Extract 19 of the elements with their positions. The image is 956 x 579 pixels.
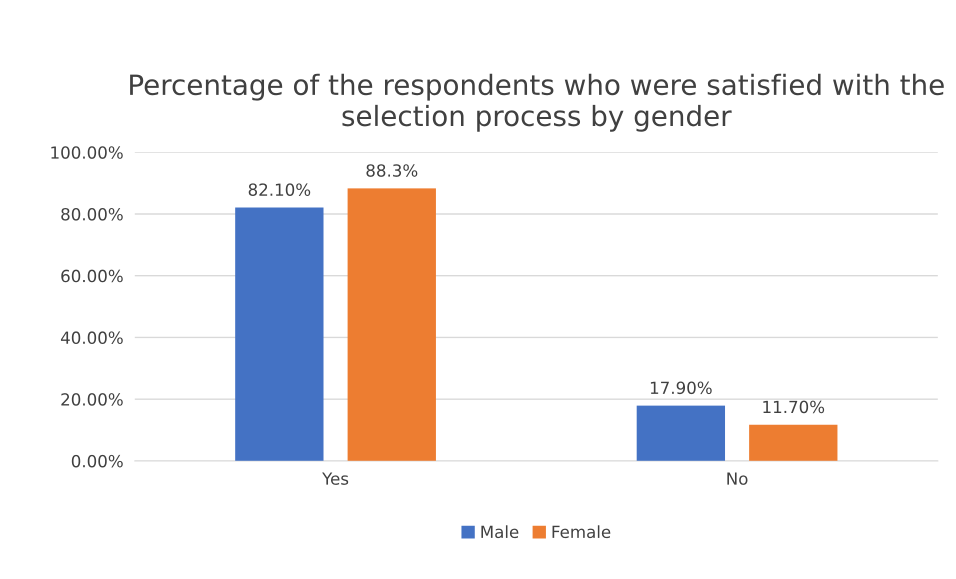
- bar: [235, 208, 324, 461]
- y-tick-label: 40.00%: [60, 331, 123, 344]
- y-tick-label: 80.00%: [61, 208, 123, 221]
- legend-label: Female: [552, 525, 610, 538]
- legend-label: Male: [481, 525, 518, 538]
- data-label: 17.90%: [650, 381, 712, 394]
- bar: [749, 424, 838, 461]
- y-tick-label: 20.00%: [61, 393, 123, 406]
- y-tick-label: 100.00%: [51, 146, 123, 159]
- bar: [636, 406, 726, 461]
- data-label: 11.70%: [763, 400, 824, 414]
- bar: [348, 188, 436, 461]
- chart-title: Percentage of the respondents who were satisfied with the selection process by gender: [130, 74, 944, 132]
- data-label: 88.3%: [366, 164, 418, 177]
- data-label: 82.10%: [248, 183, 310, 196]
- x-tick-label: Yes: [322, 472, 348, 485]
- x-tick-label: No: [727, 472, 748, 485]
- y-tick-label: 0.00%: [72, 454, 123, 468]
- y-tick-label: 60.00%: [61, 270, 123, 282]
